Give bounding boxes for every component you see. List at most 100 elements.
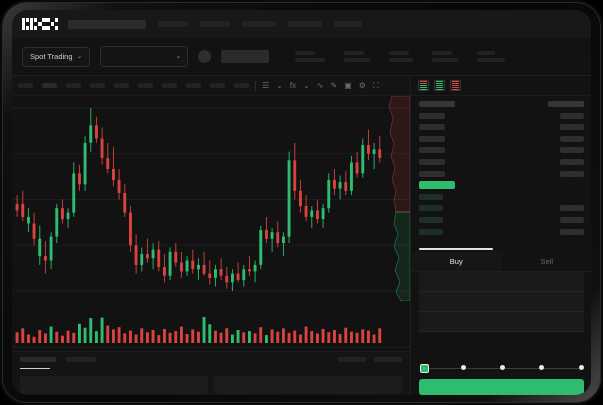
stat-24h-change-value: [344, 58, 371, 62]
chevron-down-icon: ⌄: [175, 53, 182, 60]
bottom-content-left: [20, 376, 208, 394]
orderbook-bid-row[interactable]: [419, 204, 584, 212]
order-entry-form: [411, 272, 591, 332]
camera-snapshot-icon[interactable]: ▣: [344, 80, 352, 90]
orderbook-ask-row-size: [560, 135, 584, 142]
orderbook-ask-row-price: [419, 170, 445, 177]
stat-24h-volume: [477, 51, 506, 62]
orderbook-ask-row-size: [560, 124, 584, 131]
orderbook-mode-asks[interactable]: [450, 80, 461, 91]
order-total-field[interactable]: [419, 312, 584, 332]
trading-mode-select[interactable]: Spot Trading ⌄: [22, 46, 91, 67]
nav-search-placeholder[interactable]: [67, 19, 146, 29]
orderbook-current-price-row[interactable]: [419, 181, 584, 190]
nav-item-4[interactable]: [287, 21, 322, 27]
orderbook-bid-row[interactable]: [419, 228, 584, 236]
candles-type-icon[interactable]: ☰: [262, 80, 270, 90]
volume-histogram-chart[interactable]: [12, 301, 410, 351]
orderbook-bid-row-price: [419, 193, 443, 200]
pencil-draw-icon[interactable]: ✎: [330, 80, 338, 90]
tab-sell[interactable]: Sell: [540, 257, 553, 266]
chart-tools-group: ☰ ⌄ fx ⌄ ∿ ✎ ▣ ⚙ ⛶: [262, 80, 379, 90]
price-candlestick-chart[interactable]: [12, 96, 410, 301]
orderbook-ask-row[interactable]: [419, 146, 584, 154]
nav-items: [67, 19, 362, 29]
orderbook-view-modes: [411, 76, 591, 96]
top-navigation-bar: [12, 10, 591, 38]
stat-24h-low-label: [432, 51, 453, 55]
volume-svg: [12, 317, 410, 348]
timeframe-5m[interactable]: [42, 83, 57, 88]
orderbook-ask-row[interactable]: [419, 158, 584, 166]
slider-stop-75[interactable]: [539, 365, 545, 370]
stat-24h-low-value: [432, 58, 459, 62]
panel-scroll-indicator[interactable]: [419, 248, 493, 250]
orderbook-mode-bids[interactable]: [434, 80, 445, 91]
nav-item-5[interactable]: [333, 21, 362, 27]
orderbook-bid-row-size: [560, 228, 584, 235]
orderbook-bid-row-size: [560, 205, 584, 212]
trading-pair-select[interactable]: ⌄: [100, 46, 189, 67]
pair-name-placeholder: [221, 50, 270, 63]
candlestick-svg: [12, 107, 410, 292]
slider-stop-100[interactable]: [578, 365, 584, 370]
timeframe-1w[interactable]: [186, 83, 201, 88]
orderbook-ask-row-price: [419, 112, 445, 119]
order-book[interactable]: [411, 96, 591, 248]
timeframe-15m[interactable]: [66, 83, 81, 88]
tab-buy[interactable]: Buy: [411, 252, 502, 271]
timeframe-1h[interactable]: [114, 83, 129, 88]
timeframe-1m[interactable]: [18, 83, 33, 88]
chart-type-chevron-icon[interactable]: ⌄: [276, 80, 283, 90]
stat-last-price-value: [295, 58, 326, 62]
order-price-field[interactable]: [419, 272, 584, 292]
order-percent-slider[interactable]: [419, 363, 584, 373]
tab-open-orders[interactable]: [20, 357, 56, 362]
settings-gear-icon[interactable]: ⚙: [358, 80, 366, 90]
bottom-content-right: [214, 376, 402, 394]
nav-item-3[interactable]: [241, 21, 276, 27]
orderbook-ask-row[interactable]: [419, 123, 584, 131]
orderbook-ask-row-price: [419, 147, 445, 154]
chevron-down-icon: ⌄: [76, 53, 83, 60]
place-buy-order-button[interactable]: [419, 379, 584, 395]
fullscreen-icon[interactable]: ⛶: [372, 80, 379, 90]
timeframe-more[interactable]: [234, 83, 249, 88]
okx-pixel-logo-icon[interactable]: [22, 18, 58, 30]
timeframe-1mo[interactable]: [210, 83, 225, 88]
bottom-action-2[interactable]: [374, 357, 402, 362]
orderbook-ask-row-size: [560, 158, 584, 165]
orderbook-bids-icon: [436, 81, 443, 90]
trading-mode-label: Spot Trading: [30, 52, 73, 61]
orderbook-bid-row[interactable]: [419, 193, 584, 201]
timeframe-group: [18, 83, 249, 88]
nav-item-1[interactable]: [157, 21, 188, 27]
orderbook-ask-row[interactable]: [419, 112, 584, 120]
slider-handle[interactable]: [419, 363, 429, 373]
timeframe-4h[interactable]: [138, 83, 153, 88]
orderbook-mode-both[interactable]: [418, 80, 429, 91]
orderbook-ask-row[interactable]: [419, 135, 584, 143]
line-tool-icon[interactable]: ∿: [316, 80, 324, 90]
stat-last-price: [295, 51, 326, 62]
order-amount-field[interactable]: [419, 292, 584, 312]
orderbook-header-price: [419, 101, 455, 107]
timeframe-1d[interactable]: [162, 83, 177, 88]
orderbook-bid-row-price: [419, 216, 443, 223]
orderbook-ask-row-size: [560, 112, 584, 119]
tab-order-history[interactable]: [66, 357, 96, 362]
indicators-chevron-icon[interactable]: ⌄: [303, 80, 310, 90]
slider-stop-25[interactable]: [460, 365, 466, 370]
timeframe-30m[interactable]: [90, 83, 105, 88]
orderbook-bid-row[interactable]: [419, 216, 584, 224]
stat-24h-high-value: [389, 58, 414, 62]
orders-actions: [338, 357, 402, 362]
active-tab-underline: [20, 368, 50, 369]
stat-24h-change: [344, 51, 371, 62]
nav-item-2[interactable]: [199, 21, 230, 27]
slider-stop-50[interactable]: [500, 365, 505, 370]
orderbook-ask-row[interactable]: [419, 170, 584, 178]
market-depth-overlay: [388, 96, 410, 301]
bottom-action-1[interactable]: [338, 357, 366, 362]
indicators-icon[interactable]: fx: [289, 80, 297, 90]
